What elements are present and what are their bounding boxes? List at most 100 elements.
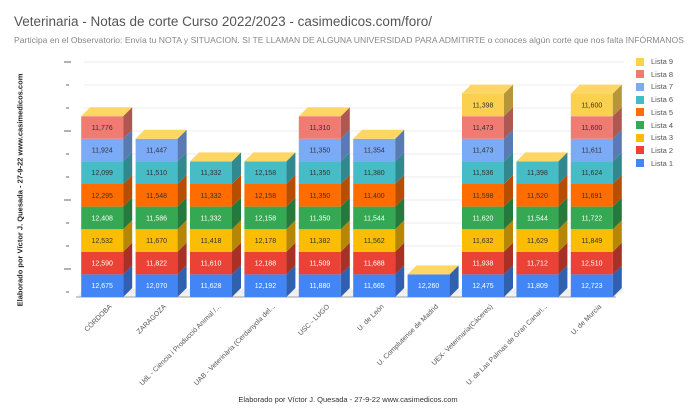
data-label: 11,548: [146, 193, 167, 200]
bar-segment: [353, 251, 396, 275]
bar-segment: [298, 274, 341, 297]
bar-segment-side: [504, 107, 513, 139]
bar-segment: [190, 206, 232, 230]
bar-segment-side: [395, 220, 405, 252]
bar-segment: [135, 161, 178, 184]
data-label: 11,620: [473, 215, 494, 222]
bar-segment: [135, 274, 178, 297]
bar-segment: [516, 251, 559, 275]
legend-item[interactable]: Lista 6: [636, 95, 673, 104]
bar-segment: [190, 161, 232, 184]
bar-top: [298, 107, 350, 117]
bar-segment-side: [504, 84, 513, 117]
data-label: 11,809: [527, 283, 548, 290]
data-label: 11,310: [309, 125, 330, 132]
bar-segment-side: [395, 197, 405, 230]
bar-segment: [81, 274, 124, 297]
bar-segment: [81, 161, 124, 184]
legend-item[interactable]: Lista 9: [636, 57, 673, 66]
bar-top: [81, 107, 133, 117]
chart-title: Veterinaria - Notas de corte Curso 2022/…: [14, 14, 432, 29]
bar-segment-side: [340, 242, 350, 275]
data-label: 11,586: [146, 215, 167, 222]
legend-label: Lista 4: [651, 120, 674, 130]
bar-segment: [570, 206, 613, 230]
bar-segment-side: [123, 152, 133, 184]
bar-segment-side: [123, 129, 133, 162]
bar-segment-side: [395, 152, 405, 184]
legend-item[interactable]: Lista 8: [636, 70, 673, 79]
data-label: 12,158: [255, 215, 277, 222]
data-label: 12,070: [146, 283, 168, 290]
bar-segment: [570, 251, 613, 275]
bar-top: [516, 152, 568, 162]
data-label: 11,544: [527, 215, 548, 222]
bar-segment-side: [504, 129, 513, 162]
bar-segment-side: [504, 242, 513, 275]
bar-segment-side: [232, 197, 241, 230]
legend-swatch: [636, 70, 644, 79]
data-label: 12,295: [91, 193, 113, 200]
bar-top: [244, 152, 296, 162]
bar-segment-side: [286, 197, 296, 230]
bar-segment: [353, 206, 396, 230]
data-label: 11,665: [364, 283, 385, 290]
data-label: 11,350: [309, 170, 330, 177]
bar-segment: [135, 229, 178, 252]
bar-segment-side: [612, 265, 622, 297]
bar-segment: [462, 229, 504, 252]
bar-segment-side: [504, 220, 513, 252]
bar-segment-side: [232, 152, 241, 184]
bar-segment-side: [558, 175, 568, 207]
data-label: 11,398: [527, 170, 548, 177]
legend-item[interactable]: Lista 1: [636, 159, 673, 168]
data-label: 11,822: [146, 261, 167, 268]
bar-segment-side: [558, 197, 568, 230]
bar-segment: [298, 116, 341, 139]
bar-segment: [462, 274, 504, 297]
data-label: 12,188: [255, 261, 277, 268]
bar-segment: [462, 93, 504, 117]
legend-label: Lista 8: [651, 69, 674, 79]
data-label: 12,158: [255, 170, 277, 177]
data-label: 11,447: [146, 148, 167, 155]
bar-segment-side: [340, 175, 350, 207]
category-label: U. Complutense de Madrid: [376, 303, 440, 367]
data-label: 11,510: [146, 170, 167, 177]
bar-segment: [353, 138, 396, 162]
legend-item[interactable]: Lista 3: [636, 133, 673, 142]
bar-segment-side: [395, 129, 405, 162]
bar-segment: [570, 93, 613, 117]
legend-item[interactable]: Lista 7: [636, 82, 673, 91]
bar-segment: [353, 229, 396, 252]
bar-segment-side: [232, 175, 241, 207]
bar-segment: [462, 251, 504, 275]
legend-item[interactable]: Lista 2: [636, 146, 673, 155]
bar-segment: [244, 206, 287, 230]
legend-item[interactable]: Lista 4: [636, 121, 673, 130]
legend-item[interactable]: Lista 5: [636, 108, 673, 117]
bar-segment: [298, 251, 341, 275]
bar-segment: [244, 229, 287, 252]
bar-segment: [516, 184, 559, 207]
category-label: USC - LUGO: [297, 303, 331, 337]
bar-segment: [244, 251, 287, 275]
data-label: 12,408: [91, 215, 113, 222]
data-label: 11,610: [201, 261, 222, 268]
bar-segment-side: [123, 220, 133, 252]
bar-segment-side: [612, 175, 622, 207]
bar-segment-side: [395, 265, 405, 297]
data-label: 11,712: [527, 261, 548, 268]
bar-segment-side: [395, 242, 405, 275]
bar-segment-side: [123, 197, 133, 230]
category-label: UEX- Veterinaria(Cáceres): [431, 303, 495, 367]
data-label: 12,675: [91, 283, 113, 290]
bar-segment: [244, 184, 287, 207]
bar-segment-side: [177, 152, 187, 184]
bar-top: [135, 129, 187, 139]
bar-segment-side: [504, 175, 513, 207]
legend-label: Lista 1: [651, 158, 674, 168]
bar-segment: [298, 184, 341, 207]
bar-segment: [570, 116, 613, 139]
data-label: 11,688: [364, 261, 385, 268]
